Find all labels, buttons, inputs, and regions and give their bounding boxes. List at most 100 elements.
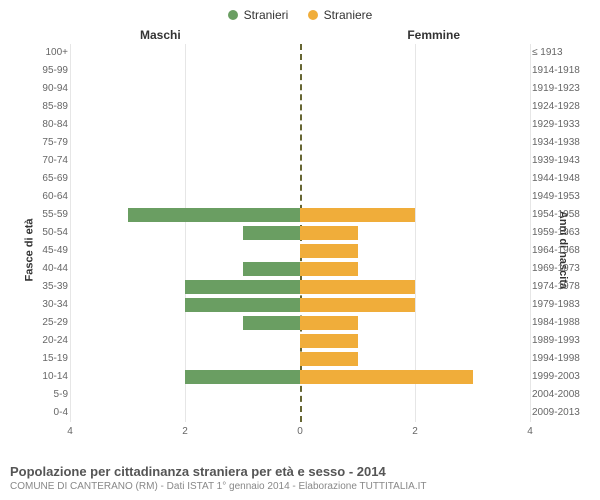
birth-label: 1944-1948 xyxy=(532,170,592,188)
table-row xyxy=(70,152,530,170)
x-tick: 0 xyxy=(297,426,303,437)
legend-item-female: Straniere xyxy=(308,8,373,22)
table-row xyxy=(70,98,530,116)
age-label: 100+ xyxy=(8,44,68,62)
age-label: 75-79 xyxy=(8,134,68,152)
age-label: 25-29 xyxy=(8,314,68,332)
bar-female xyxy=(300,226,358,240)
birth-label: 1939-1943 xyxy=(532,152,592,170)
table-row xyxy=(70,116,530,134)
age-label: 35-39 xyxy=(8,278,68,296)
birth-label: 2004-2008 xyxy=(532,386,592,404)
footer-title: Popolazione per cittadinanza straniera p… xyxy=(10,464,590,479)
birth-label: 1934-1938 xyxy=(532,134,592,152)
age-label: 45-49 xyxy=(8,242,68,260)
bar-female xyxy=(300,298,415,312)
population-pyramid-chart: Stranieri Straniere Maschi Femmine Fasce… xyxy=(0,0,600,500)
bar-female xyxy=(300,262,358,276)
table-row xyxy=(70,404,530,422)
table-row xyxy=(70,170,530,188)
gridline xyxy=(530,44,531,422)
legend-swatch-male xyxy=(228,10,238,20)
bar-female xyxy=(300,334,358,348)
birth-label: 1974-1978 xyxy=(532,278,592,296)
table-row xyxy=(70,278,530,296)
table-row xyxy=(70,350,530,368)
birth-label: 1914-1918 xyxy=(532,62,592,80)
table-row xyxy=(70,368,530,386)
bar-male xyxy=(185,370,300,384)
table-row xyxy=(70,314,530,332)
bar-male xyxy=(243,226,301,240)
birth-label: ≤ 1913 xyxy=(532,44,592,62)
age-label: 15-19 xyxy=(8,350,68,368)
age-label: 50-54 xyxy=(8,224,68,242)
legend-label-male: Stranieri xyxy=(244,8,289,22)
bar-male xyxy=(243,316,301,330)
age-label: 90-94 xyxy=(8,80,68,98)
age-label: 5-9 xyxy=(8,386,68,404)
y-right-labels: ≤ 19131914-19181919-19231924-19281929-19… xyxy=(532,44,592,422)
bar-female xyxy=(300,370,473,384)
legend: Stranieri Straniere xyxy=(0,8,600,23)
chart-footer: Popolazione per cittadinanza straniera p… xyxy=(10,464,590,492)
table-row xyxy=(70,224,530,242)
birth-label: 1924-1928 xyxy=(532,98,592,116)
age-label: 40-44 xyxy=(8,260,68,278)
birth-label: 1999-2003 xyxy=(532,368,592,386)
birth-label: 1984-1988 xyxy=(532,314,592,332)
age-label: 85-89 xyxy=(8,98,68,116)
plot-area xyxy=(70,44,530,422)
age-label: 20-24 xyxy=(8,332,68,350)
birth-label: 1969-1973 xyxy=(532,260,592,278)
x-axis-ticks: 4 2 0 2 4 xyxy=(70,426,530,440)
birth-label: 1989-1993 xyxy=(532,332,592,350)
table-row xyxy=(70,260,530,278)
table-row xyxy=(70,386,530,404)
x-tick: 4 xyxy=(67,426,73,437)
birth-label: 1979-1983 xyxy=(532,296,592,314)
age-label: 60-64 xyxy=(8,188,68,206)
birth-label: 1919-1923 xyxy=(532,80,592,98)
legend-label-female: Straniere xyxy=(324,8,373,22)
footer-subtitle: COMUNE DI CANTERANO (RM) - Dati ISTAT 1°… xyxy=(10,481,590,492)
table-row xyxy=(70,296,530,314)
age-label: 80-84 xyxy=(8,116,68,134)
table-row xyxy=(70,188,530,206)
y-left-labels: 100+95-9990-9485-8980-8475-7970-7465-696… xyxy=(8,44,68,422)
birth-label: 2009-2013 xyxy=(532,404,592,422)
birth-label: 1929-1933 xyxy=(532,116,592,134)
bar-male xyxy=(243,262,301,276)
age-label: 70-74 xyxy=(8,152,68,170)
x-tick: 2 xyxy=(412,426,418,437)
table-row xyxy=(70,44,530,62)
bar-female xyxy=(300,352,358,366)
table-row xyxy=(70,134,530,152)
legend-item-male: Stranieri xyxy=(228,8,289,22)
age-label: 65-69 xyxy=(8,170,68,188)
age-label: 55-59 xyxy=(8,206,68,224)
header-male: Maschi xyxy=(140,28,181,42)
bar-female xyxy=(300,244,358,258)
birth-label: 1949-1953 xyxy=(532,188,592,206)
bar-female xyxy=(300,208,415,222)
bar-female xyxy=(300,316,358,330)
birth-label: 1954-1958 xyxy=(532,206,592,224)
bar-female xyxy=(300,280,415,294)
legend-swatch-female xyxy=(308,10,318,20)
x-tick: 4 xyxy=(527,426,533,437)
header-female: Femmine xyxy=(407,28,460,42)
bar-male xyxy=(128,208,301,222)
x-tick: 2 xyxy=(182,426,188,437)
birth-label: 1994-1998 xyxy=(532,350,592,368)
table-row xyxy=(70,80,530,98)
bar-male xyxy=(185,280,300,294)
table-row xyxy=(70,242,530,260)
birth-label: 1964-1968 xyxy=(532,242,592,260)
bar-male xyxy=(185,298,300,312)
table-row xyxy=(70,206,530,224)
age-label: 0-4 xyxy=(8,404,68,422)
table-row xyxy=(70,62,530,80)
age-label: 30-34 xyxy=(8,296,68,314)
table-row xyxy=(70,332,530,350)
